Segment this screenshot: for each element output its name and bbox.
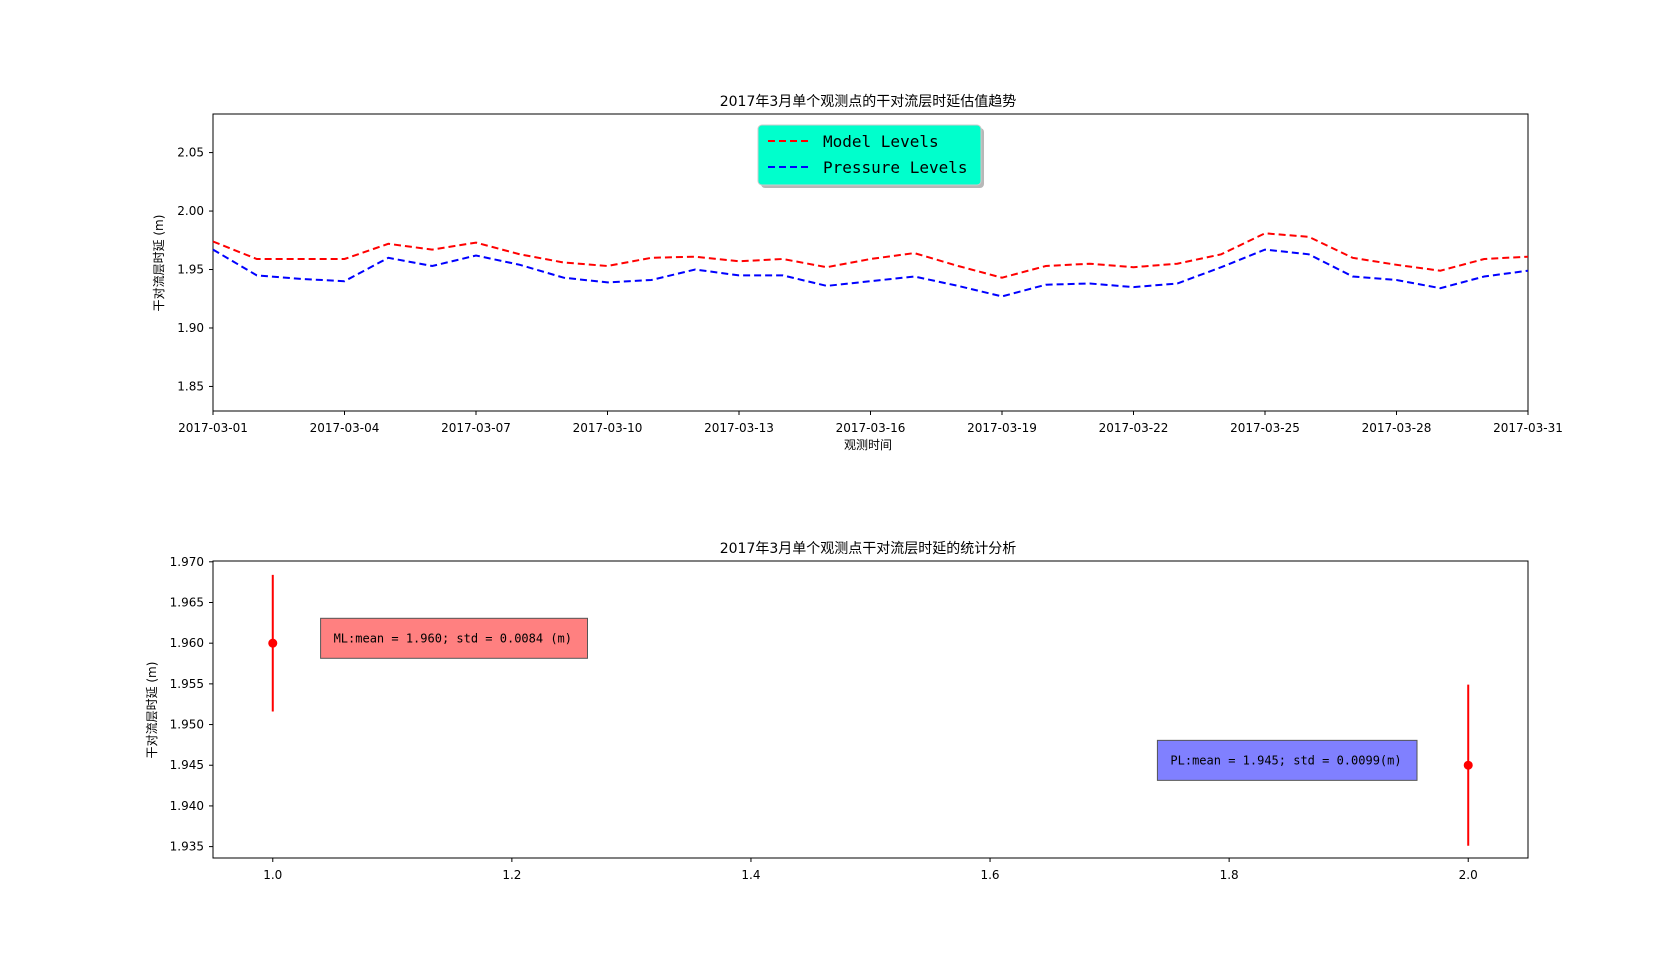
x-tick-label: 2017-03-01 — [178, 421, 248, 435]
x-tick-label: 2.0 — [1459, 868, 1478, 882]
x-tick-label: 1.8 — [1220, 868, 1239, 882]
stats-box-text: PL:mean = 1.945; std = 0.0099(m) — [1170, 753, 1401, 767]
x-tick-label: 2017-03-16 — [836, 421, 906, 435]
y-tick-label: 2.00 — [177, 204, 204, 218]
model-levels-stats-box: ML:mean = 1.960; std = 0.0084 (m) — [320, 617, 588, 659]
trend-chart-legend: Model Levels Pressure Levels — [757, 124, 984, 188]
y-tick-label: 1.90 — [177, 321, 204, 335]
stats-box-background — [320, 617, 588, 659]
statistics-chart-frame — [212, 560, 1529, 859]
y-tick-label: 1.955 — [170, 677, 204, 691]
statistics-chart: 2017年3月单个观测点干对流层时延的统计分析 1.0 1.2 1.4 1.6 1.8 2… — [145, 541, 1529, 882]
x-tick-label: 1.2 — [502, 868, 521, 882]
trend-chart: 2017年3月单个观测点的干对流层时延估值趋势 2017-03-01 2017-0… — [152, 94, 1563, 452]
pressure-levels-stats-box: PL:mean = 1.945; std = 0.0099(m) — [1156, 739, 1418, 781]
y-tick-label: 1.940 — [170, 799, 204, 813]
x-tick-label: 2017-03-31 — [1493, 421, 1563, 435]
trend-chart-title: 2017年3月单个观测点的干对流层时延估值趋势 — [720, 94, 1017, 110]
y-tick-label: 1.95 — [177, 263, 204, 277]
statistics-chart-x-ticks: 1.0 1.2 1.4 1.6 1.8 2.0 — [263, 858, 1478, 882]
x-tick-label: 2017-03-07 — [441, 421, 511, 435]
x-tick-label: 1.0 — [263, 868, 282, 882]
trend-chart-x-ticks: 2017-03-01 2017-03-04 2017-03-07 2017-03-10… — [178, 411, 1563, 435]
y-tick-label: 1.965 — [170, 595, 204, 609]
y-tick-label: 2.05 — [177, 146, 204, 160]
y-tick-label: 1.945 — [170, 758, 204, 772]
x-tick-label: 1.4 — [741, 868, 760, 882]
x-tick-label: 1.6 — [980, 868, 999, 882]
y-tick-label: 1.935 — [170, 840, 204, 854]
series-line-model-levels — [212, 232, 1529, 279]
statistics-chart-annotations: ML:mean = 1.960; std = 0.0084 (m) PL:mean… — [320, 617, 1418, 781]
x-tick-label: 2017-03-19 — [967, 421, 1037, 435]
trend-chart-y-axis-label: 干对流层时延 (m) — [152, 215, 166, 312]
x-tick-label: 2017-03-13 — [704, 421, 774, 435]
mean-point — [1463, 760, 1473, 770]
legend-box — [757, 124, 982, 186]
trend-chart-x-axis-label: 观测时间 — [844, 438, 892, 452]
y-tick-label: 1.960 — [170, 636, 204, 650]
x-tick-label: 2017-03-25 — [1230, 421, 1300, 435]
x-tick-label: 2017-03-22 — [1099, 421, 1169, 435]
x-tick-label: 2017-03-04 — [310, 421, 380, 435]
y-tick-label: 1.85 — [177, 379, 204, 393]
x-tick-label: 2017-03-28 — [1362, 421, 1432, 435]
legend-model-levels-label: Model Levels — [823, 132, 939, 151]
y-tick-label: 1.970 — [170, 555, 204, 569]
statistics-chart-title: 2017年3月单个观测点干对流层时延的统计分析 — [720, 541, 1017, 557]
trend-chart-y-ticks: 1.85 1.90 1.95 2.00 2.05 — [177, 146, 213, 393]
mean-point — [268, 638, 278, 648]
y-tick-label: 1.950 — [170, 718, 204, 732]
statistics-chart-y-ticks: 1.935 1.940 1.945 1.950 1.955 1.960 1.965 1.970 — [170, 555, 213, 854]
stats-box-text: ML:mean = 1.960; std = 0.0084 (m) — [334, 631, 572, 645]
stats-box-background — [1156, 739, 1418, 781]
legend-pressure-levels-label: Pressure Levels — [823, 158, 968, 177]
statistics-chart-y-axis-label: 干对流层时延 (m) — [145, 662, 159, 759]
x-tick-label: 2017-03-10 — [573, 421, 643, 435]
series-line-pressure-levels — [212, 248, 1529, 298]
statistics-chart-plot-area — [212, 560, 1529, 859]
